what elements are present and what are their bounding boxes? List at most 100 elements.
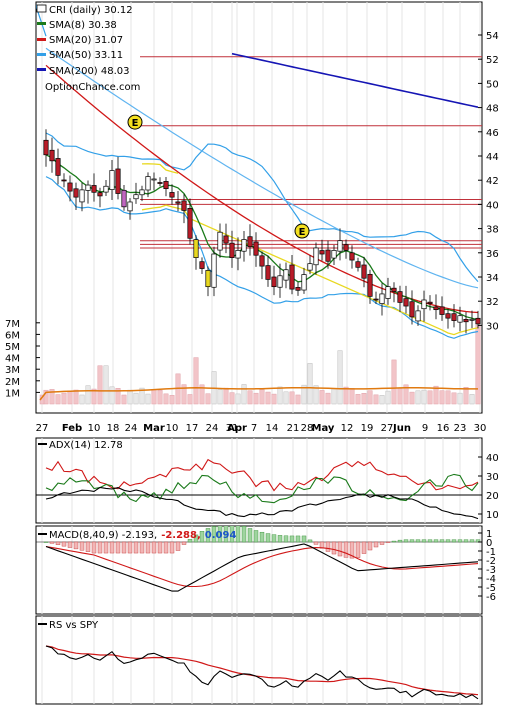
macd-histogram-bar [373, 541, 379, 548]
price-legend: CRI (daily) 30.12 SMA(8) 30.38 SMA(20) 3… [36, 4, 140, 93]
macd-histogram-bar [55, 541, 61, 545]
legend-sma20: SMA(20) 31.07 [49, 35, 123, 46]
candle-body [403, 298, 409, 307]
earnings-marker [127, 114, 143, 130]
volume-tick-label: 1M [5, 388, 20, 399]
macd-histogram-bar [229, 526, 235, 543]
earnings-marker [294, 223, 310, 239]
volume-tick-label: 4M [5, 354, 20, 365]
candle-body [397, 291, 403, 303]
price-tick-label: 34 [486, 273, 499, 284]
legend-swatch-sma50 [37, 53, 46, 56]
volume-bar [349, 388, 355, 405]
candle-body [367, 273, 373, 297]
rs-sma-line [45, 645, 479, 696]
macd-hist-value: 0.094 [205, 530, 237, 541]
volume-bar [103, 365, 109, 405]
macd-histogram-bar [469, 539, 475, 543]
macd-histogram-bar [211, 526, 217, 543]
candle-body [469, 319, 475, 321]
date-tick-label: Jun [392, 423, 411, 434]
legend-swatch-sma200 [37, 68, 46, 71]
volume-bar [301, 384, 307, 405]
macd-histogram-bar [109, 541, 115, 554]
volume-bar [319, 390, 325, 405]
volume-bar [79, 394, 85, 405]
macd-histogram-bar [247, 528, 253, 543]
macd-histogram-bar [79, 541, 85, 551]
axis-labels: 303234363840424446485052541M2M3M4M5M6M7M… [5, 31, 499, 603]
candle-body [229, 242, 235, 258]
candle-body [319, 250, 325, 255]
volume-tick-label: 6M [5, 330, 20, 341]
volume-bar [457, 392, 463, 405]
macd-histogram-bar [121, 541, 127, 554]
volume-bar [367, 390, 373, 405]
macd-histogram-bar [307, 539, 313, 543]
macd-histogram-bar [355, 541, 361, 558]
macd-line [45, 543, 479, 592]
candle-body [193, 239, 199, 258]
rs-title: RS vs SPY [49, 620, 99, 631]
volume-bar [277, 386, 283, 405]
candle-body [271, 276, 277, 288]
candle-body [109, 170, 115, 190]
date-tick-label: 18 [107, 423, 120, 434]
price-tick-label: 44 [486, 152, 499, 163]
price-tick-label: 40 [486, 200, 499, 211]
adx-tick-label: 30 [486, 472, 499, 483]
candle-body [475, 317, 481, 325]
volume-bar [433, 385, 439, 405]
volume-bar [229, 392, 235, 405]
macd-histogram-bar [223, 526, 229, 543]
macd-histogram-bar [127, 541, 133, 554]
sma200-line [231, 52, 479, 108]
candle-body [67, 182, 73, 192]
date-tick-label: Mar [143, 423, 165, 434]
volume-bar [145, 393, 151, 405]
candle-body [43, 139, 49, 156]
volume-bar [265, 391, 271, 405]
volume-bar [421, 389, 427, 405]
volume-bar [205, 393, 211, 405]
volume-bar [295, 394, 301, 405]
candle-body [361, 264, 367, 279]
macd-histogram-bar [349, 541, 355, 559]
candle-body [433, 306, 439, 311]
candle-body [439, 306, 445, 315]
volume-bar [343, 386, 349, 405]
macd-histogram-bar [97, 541, 103, 554]
macd-tick-label: -2 [486, 556, 496, 567]
candle-body [73, 188, 79, 198]
candle-body [175, 201, 181, 204]
macd-histogram-bar [271, 534, 277, 543]
macd-histogram-bar [343, 541, 349, 558]
candle-body [373, 298, 379, 301]
earnings-marker-label: E [132, 118, 139, 129]
candle-body [337, 240, 343, 252]
date-tick-label: 16 [437, 423, 450, 434]
macd-histogram-bar [259, 531, 265, 543]
candle-body [295, 287, 301, 291]
date-tick-label: 27 [381, 423, 394, 434]
candle-body [331, 250, 337, 259]
macd-histogram-bar [67, 541, 73, 548]
price-tick-label: 36 [486, 249, 499, 260]
candle-body [91, 185, 97, 193]
watermark: OptionChance.com [45, 82, 140, 93]
volume-bar [121, 394, 127, 405]
price-tick-label: 52 [486, 55, 499, 66]
volume-bar [475, 324, 481, 405]
candle-body [427, 301, 433, 304]
macd-signal-line [45, 545, 479, 588]
date-tick-label: May [312, 423, 335, 434]
macd-histogram-bar [445, 539, 451, 543]
date-tick-label: 24 [206, 423, 219, 434]
candle-body [421, 299, 427, 310]
volume-bar [325, 392, 331, 405]
macd-histogram-bar [43, 541, 49, 543]
volume-bar [307, 363, 313, 405]
volume-bar [445, 390, 451, 405]
legend-price: CRI (daily) 30.12 [49, 5, 133, 16]
candle-body [235, 250, 241, 259]
